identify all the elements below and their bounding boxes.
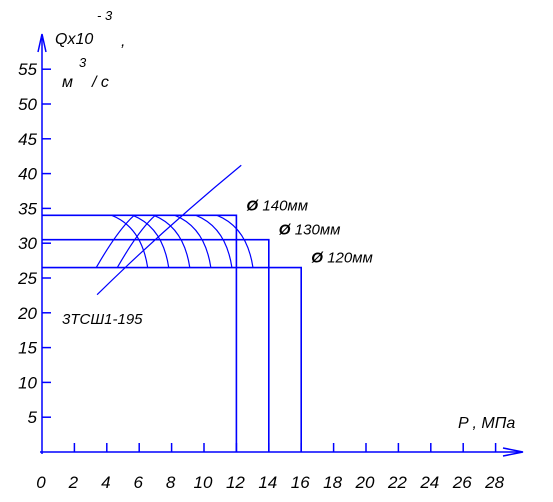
x-tick-label: 18	[323, 473, 342, 492]
hatch-arc	[153, 214, 191, 268]
x-tick-label: 2	[68, 473, 79, 492]
x-tick-label: 24	[419, 473, 439, 492]
series-lines	[42, 214, 303, 452]
y-axis-title-exponent: - 3	[97, 8, 113, 23]
diameter-symbol: Ø	[246, 197, 259, 214]
operating-zone-hatching	[95, 214, 254, 268]
diameter-value: 130мм	[295, 222, 341, 239]
hatch-arc	[116, 214, 156, 268]
axes	[37, 33, 524, 457]
series-line	[42, 238, 270, 452]
pump-annotation: 3ТСШ1-195	[62, 311, 143, 328]
diameter-value: 120мм	[327, 250, 373, 267]
y-tick-label: 45	[18, 130, 37, 149]
x-tick-label: 14	[258, 473, 277, 492]
x-tick-label: 10	[194, 473, 213, 492]
hatch-arc	[195, 214, 233, 268]
hatch-arc	[174, 214, 212, 268]
hatch-arc	[95, 214, 135, 268]
y-tick-label: 50	[18, 95, 37, 114]
series-label: Ø 120мм	[311, 250, 373, 267]
x-tick-label: 28	[484, 473, 504, 492]
y-axis-title: Qx10 - 3 , м 3 / с	[55, 8, 125, 91]
y-axis-unit-rest: / с	[91, 74, 109, 91]
x-tick-label: 20	[355, 473, 375, 492]
y-ticks: 5 10 15 20 25 30 35 40 45 50 55	[17, 60, 51, 427]
diameter-symbol: Ø	[279, 222, 292, 239]
x-axis-title: P , МПа	[458, 415, 515, 432]
y-tick-label: 40	[18, 165, 37, 184]
hatch-arc	[111, 214, 149, 268]
leader-line	[96, 164, 242, 296]
y-tick-label: 10	[18, 373, 37, 392]
series-label: Ø 130мм	[279, 222, 341, 239]
series-label: Ø 140мм	[246, 197, 308, 214]
x-tick-label: 4	[101, 473, 110, 492]
y-tick-label: 30	[18, 234, 37, 253]
y-tick-label: 15	[18, 339, 37, 358]
annotation-leader	[96, 164, 242, 296]
x-tick-label: 12	[226, 473, 245, 492]
x-tick-label: 22	[387, 473, 407, 492]
x-tick-label: 16	[291, 473, 310, 492]
x-tick-label: 26	[452, 473, 472, 492]
x-tick-label: 8	[166, 473, 176, 492]
x-ticks: 0 2 4 6 8 10 12 14 16 18 20 22 24 26 28	[36, 443, 505, 492]
hatch-arc	[132, 214, 170, 268]
x-axis-arrow	[502, 447, 524, 457]
y-axis-title-comma: ,	[121, 33, 125, 50]
diameter-value: 140мм	[262, 197, 308, 214]
x-tick-label: 6	[133, 473, 143, 492]
y-axis-arrow	[37, 33, 47, 53]
y-axis-unit-m: м	[62, 74, 73, 91]
y-tick-label: 35	[18, 199, 37, 218]
y-tick-label: 25	[17, 269, 37, 288]
y-axis-unit-exponent: 3	[79, 55, 87, 70]
series-line	[42, 266, 303, 452]
series-line	[42, 214, 238, 452]
x-tick-label: 0	[36, 473, 46, 492]
y-tick-label: 20	[17, 304, 37, 323]
y-tick-label: 55	[18, 60, 37, 79]
diameter-symbol: Ø	[311, 250, 324, 267]
y-tick-label: 5	[28, 408, 38, 427]
hatch-arc	[216, 214, 254, 268]
y-axis-title-main: Qx10	[55, 31, 93, 48]
